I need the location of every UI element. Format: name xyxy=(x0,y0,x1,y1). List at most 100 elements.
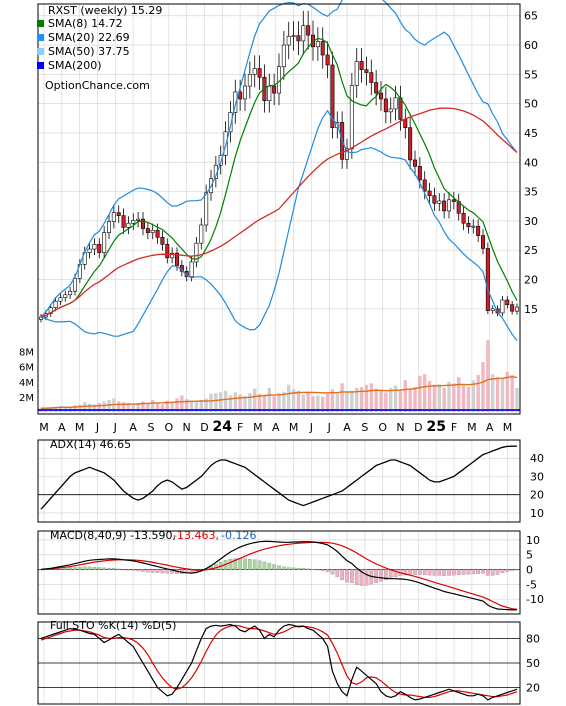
volume-bar xyxy=(306,392,310,412)
volume-bar xyxy=(151,399,155,412)
volume-bar xyxy=(272,396,276,412)
legend-sma8: SMA(8) 14.72 xyxy=(48,17,123,30)
candle-body xyxy=(514,306,519,312)
legend-sma200: SMA(200) xyxy=(48,59,102,72)
volume-bar xyxy=(121,402,126,412)
macd-histogram-bar xyxy=(408,569,412,575)
candle-body xyxy=(330,64,335,128)
candle-body xyxy=(155,229,160,238)
volume-bar xyxy=(136,402,140,412)
volume-bar xyxy=(248,393,252,412)
volume-bar xyxy=(408,389,412,412)
macd-histogram-bar xyxy=(233,558,238,570)
volume-bar xyxy=(209,393,213,412)
macd-histogram-bar xyxy=(267,562,272,570)
volume-bar xyxy=(126,402,131,412)
macd-histogram-bar xyxy=(466,569,471,575)
volume-bar xyxy=(369,383,373,412)
volume-bar xyxy=(491,374,495,412)
candle-body xyxy=(63,294,68,298)
volume-bar xyxy=(155,402,160,412)
candle-body xyxy=(442,200,447,212)
watermark: OptionChance.com xyxy=(45,79,150,92)
volume-bar xyxy=(486,340,490,412)
volume-bar xyxy=(335,393,339,412)
x-tick-label: F xyxy=(237,421,243,434)
volume-bar xyxy=(393,385,398,412)
macd-tick-label: -10 xyxy=(526,593,544,606)
x-tick-label: F xyxy=(451,421,457,434)
macd-histogram-bar xyxy=(262,561,267,570)
price-tick-label: 40 xyxy=(524,156,538,169)
macd-histogram-bar xyxy=(301,568,306,570)
candle-body xyxy=(315,41,320,48)
chart-background xyxy=(38,4,520,704)
volume-bar xyxy=(321,396,325,412)
macd-histogram-bar xyxy=(282,566,286,570)
x-tick-label: J xyxy=(309,421,313,434)
candle-body xyxy=(257,68,262,78)
sto-legend: Full STO %K(14) %D(5) xyxy=(50,619,176,632)
macd-histogram-bar xyxy=(456,569,461,576)
macd-histogram-bar xyxy=(340,569,344,581)
volume-bar xyxy=(413,387,417,412)
price-tick-label: 30 xyxy=(524,215,538,228)
macd-histogram-bar xyxy=(384,569,388,581)
x-tick-label: A xyxy=(486,421,494,434)
volume-bar xyxy=(379,390,383,412)
volume-bar xyxy=(442,387,446,412)
macd-histogram-bar xyxy=(112,568,116,570)
macd-histogram-bar xyxy=(442,569,446,576)
volume-bar xyxy=(233,392,237,412)
x-tick-label: A xyxy=(272,421,280,434)
x-tick-label: M xyxy=(253,421,263,434)
macd-tick-label: -5 xyxy=(526,578,537,591)
candle-body xyxy=(126,222,131,228)
volume-bar xyxy=(243,396,247,412)
macd-histogram-bar xyxy=(374,569,378,584)
x-tick-label: A xyxy=(129,421,137,434)
macd-histogram-bar xyxy=(116,568,121,570)
panel-frame xyxy=(37,439,521,523)
candle-body xyxy=(325,54,330,66)
bollinger-upper xyxy=(40,0,518,318)
volume-bar xyxy=(131,404,135,412)
volume-bar xyxy=(204,398,208,412)
candle-body xyxy=(175,252,180,266)
panel-frame xyxy=(37,3,521,415)
macd-histogram-bar xyxy=(350,569,354,584)
macd-histogram-bar xyxy=(131,569,136,571)
macd-histogram-bar xyxy=(461,569,466,575)
sto-tick-label: 20 xyxy=(526,682,540,695)
candle-body xyxy=(383,98,388,113)
volume-tick-label: 6M xyxy=(19,363,34,374)
macd-histogram-bar xyxy=(146,569,150,573)
macd-legend-signal: -13.463, xyxy=(173,529,219,542)
macd-histogram-bar xyxy=(359,569,364,586)
macd-histogram-bar xyxy=(155,569,160,573)
macd-histogram-bar xyxy=(296,568,301,570)
candle-body xyxy=(281,44,286,68)
candle-body xyxy=(199,224,204,244)
volume-bar xyxy=(457,377,461,412)
candle-body xyxy=(461,212,466,224)
volume-bar xyxy=(510,374,514,412)
candle-body xyxy=(218,154,223,166)
candle-body xyxy=(427,190,432,196)
x-tick-label: M xyxy=(75,421,85,434)
volume-bar xyxy=(447,381,451,412)
candle-body xyxy=(92,244,97,250)
macd-histogram-bar xyxy=(437,569,442,576)
macd-histogram-bar xyxy=(252,559,257,570)
volume-bar xyxy=(262,394,267,412)
volume-tick-label: 4M xyxy=(19,378,34,389)
volume-bar xyxy=(311,396,315,412)
volume-bar xyxy=(160,404,165,412)
volume-bar xyxy=(170,402,174,412)
candle-body xyxy=(393,97,398,110)
volume-bar xyxy=(214,393,218,412)
macd-histogram-bar xyxy=(515,569,519,571)
macd-histogram-bar xyxy=(107,567,111,570)
x-tick-label: M xyxy=(467,421,477,434)
candle-body xyxy=(170,252,175,259)
